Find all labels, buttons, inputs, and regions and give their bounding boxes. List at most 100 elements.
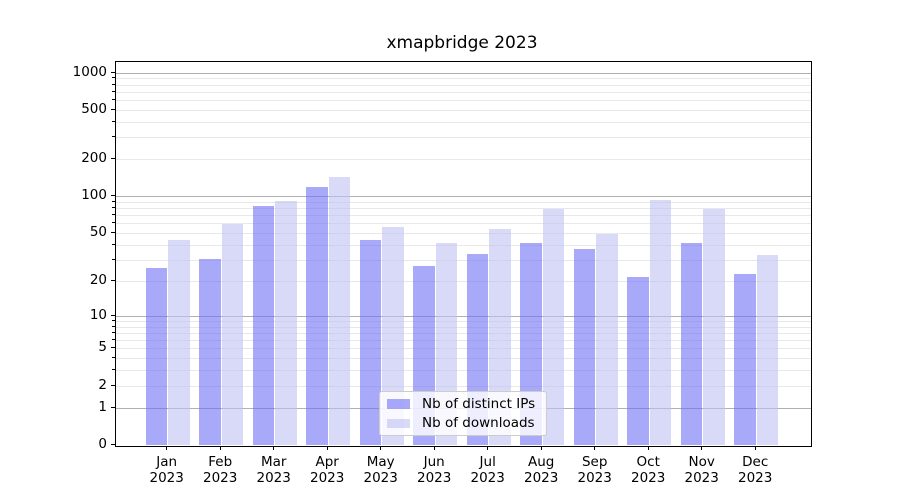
legend-swatch-downloads-icon xyxy=(387,418,410,428)
x-axis-tick xyxy=(433,445,435,450)
x-axis-tick xyxy=(540,445,542,450)
year-label: 2023 xyxy=(470,470,505,486)
month-label: Jul xyxy=(479,453,496,470)
minor-gridline xyxy=(115,121,811,123)
x-axis-tick xyxy=(487,445,489,450)
y-axis-tick xyxy=(110,71,115,73)
x-axis-tick xyxy=(380,445,382,450)
plot-inner xyxy=(115,62,811,446)
bar-downloads-nov xyxy=(703,208,725,446)
y-axis-tick xyxy=(110,444,115,445)
bar-distinct-ips-mar xyxy=(252,206,275,446)
bar-distinct-ips-dec xyxy=(734,274,756,446)
bar-downloads-dec xyxy=(756,255,779,446)
month-label: Mar xyxy=(260,453,287,470)
x-axis-tick-label: Apr 2023 xyxy=(297,454,357,487)
y-axis-minor-tick xyxy=(112,258,115,260)
month-label: Jan xyxy=(156,453,178,470)
month-label: Jun xyxy=(423,453,445,470)
minor-gridline xyxy=(115,159,811,161)
x-axis-tick-label: Jul 2023 xyxy=(458,454,518,487)
y-axis-minor-tick xyxy=(112,319,115,321)
minor-gridline xyxy=(115,244,811,246)
major-gridline xyxy=(115,72,811,74)
year-label: 2023 xyxy=(738,470,773,486)
plot-area xyxy=(114,61,812,447)
bar-downloads-aug xyxy=(542,208,565,446)
y-axis-tick-label: 5 xyxy=(98,339,107,356)
x-axis-tick-label: Oct 2023 xyxy=(618,454,678,487)
x-axis-tick-label: Jun 2023 xyxy=(404,454,464,487)
minor-gridline xyxy=(115,370,811,372)
bar-downloads-oct xyxy=(649,200,672,446)
y-axis-minor-tick xyxy=(112,325,115,327)
year-label: 2023 xyxy=(577,470,612,486)
y-axis-tick-label: 10 xyxy=(89,306,107,323)
legend-label-distinct-ips: Nb of distinct IPs xyxy=(422,395,536,412)
minor-gridline xyxy=(115,348,811,350)
month-label: Nov xyxy=(688,453,715,470)
bar-distinct-ips-oct xyxy=(627,276,649,446)
year-label: 2023 xyxy=(631,470,666,486)
bar-distinct-ips-jan xyxy=(145,267,168,446)
y-axis-minor-tick xyxy=(112,222,115,224)
bar-distinct-ips-feb xyxy=(199,258,221,446)
y-axis-tick-label: 50 xyxy=(89,224,107,241)
year-label: 2023 xyxy=(417,470,452,486)
month-label: Apr xyxy=(315,453,339,470)
y-axis-tick xyxy=(110,406,115,408)
y-axis-tick-label: 200 xyxy=(81,150,107,167)
minor-gridline xyxy=(115,91,811,93)
y-axis-tick-label: 1000 xyxy=(72,63,107,80)
y-axis-minor-tick xyxy=(112,357,115,359)
month-label: Oct xyxy=(636,453,660,470)
x-axis-tick-label: Jan 2023 xyxy=(137,454,197,487)
y-axis-tick-label: 2 xyxy=(98,376,107,393)
minor-gridline xyxy=(115,332,811,334)
bar-distinct-ips-apr xyxy=(306,187,328,446)
y-axis-tick-label: 0 xyxy=(98,436,107,452)
x-axis-tick-label: Nov 2023 xyxy=(672,454,732,487)
y-axis-tick-label: 20 xyxy=(89,271,107,288)
bar-downloads-jan xyxy=(168,240,190,446)
bar-downloads-mar xyxy=(275,200,297,446)
x-axis-tick-label: Feb 2023 xyxy=(190,454,250,487)
y-axis-minor-tick xyxy=(112,200,115,202)
y-axis-minor-tick xyxy=(112,77,115,79)
legend: Nb of distinct IPs Nb of downloads xyxy=(379,391,547,436)
y-axis-minor-tick xyxy=(112,369,115,371)
x-axis-tick-label: Aug 2023 xyxy=(511,454,571,487)
y-axis-minor-tick xyxy=(112,347,115,349)
bar-downloads-may xyxy=(382,226,404,446)
minor-gridline xyxy=(115,223,811,225)
bar-distinct-ips-nov xyxy=(680,242,703,446)
year-label: 2023 xyxy=(363,470,398,486)
minor-gridline xyxy=(115,385,811,387)
minor-gridline xyxy=(115,78,811,80)
x-axis-tick-label: Sep 2023 xyxy=(565,454,625,487)
legend-item-downloads: Nb of downloads xyxy=(386,414,540,434)
y-axis-tick xyxy=(110,314,115,316)
minor-gridline xyxy=(115,201,811,203)
y-axis-minor-tick xyxy=(112,108,115,110)
x-axis-tick-label: Dec 2023 xyxy=(725,454,785,487)
minor-gridline xyxy=(115,100,811,102)
major-gridline xyxy=(115,196,811,198)
minor-gridline xyxy=(115,215,811,217)
legend-swatch-distinct-ips-icon xyxy=(387,399,410,409)
year-label: 2023 xyxy=(203,470,238,486)
minor-gridline xyxy=(115,109,811,111)
legend-label-downloads: Nb of downloads xyxy=(422,415,535,432)
y-axis-minor-tick xyxy=(112,99,115,101)
major-gridline xyxy=(115,315,811,317)
month-label: Dec xyxy=(742,453,769,470)
bar-distinct-ips-sep xyxy=(573,249,596,446)
y-axis-minor-tick xyxy=(112,279,115,281)
x-axis-tick xyxy=(326,445,328,450)
y-axis-minor-tick xyxy=(112,243,115,245)
month-label: Aug xyxy=(528,453,555,470)
minor-gridline xyxy=(115,326,811,328)
month-label: Feb xyxy=(208,453,233,470)
minor-gridline xyxy=(115,259,811,261)
